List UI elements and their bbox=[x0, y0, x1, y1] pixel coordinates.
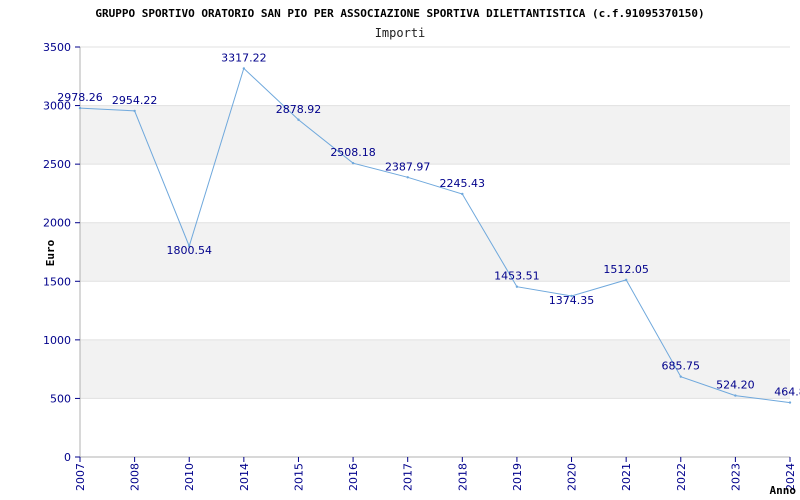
y-tick-label: 500 bbox=[50, 392, 71, 405]
data-point bbox=[297, 118, 300, 121]
data-label: 1512.05 bbox=[603, 263, 649, 276]
data-point bbox=[679, 375, 682, 378]
data-label: 1800.54 bbox=[166, 244, 212, 257]
series-line bbox=[79, 67, 791, 404]
x-tick-label: 2017 bbox=[402, 463, 415, 491]
x-tick-label: 2016 bbox=[347, 463, 360, 491]
y-axis-label: Euro bbox=[44, 239, 57, 266]
y-tick-label: 1500 bbox=[43, 275, 71, 288]
x-tick-label: 2008 bbox=[129, 463, 142, 491]
y-tick-label: 2500 bbox=[43, 158, 71, 171]
chart-title: GRUPPO SPORTIVO ORATORIO SAN PIO PER ASS… bbox=[95, 7, 704, 20]
data-point bbox=[406, 176, 409, 179]
data-label: 2387.97 bbox=[385, 160, 431, 173]
data-label: 1374.35 bbox=[549, 294, 595, 307]
grid-band bbox=[80, 222, 790, 282]
data-point bbox=[788, 401, 792, 404]
data-point bbox=[133, 109, 136, 113]
grid-band bbox=[80, 339, 790, 399]
x-tick-label: 2021 bbox=[620, 463, 633, 491]
data-label: 464.8 bbox=[774, 386, 800, 399]
y-tick-label: 1000 bbox=[43, 334, 71, 347]
data-label: 2508.18 bbox=[330, 146, 376, 159]
x-tick-label: 2019 bbox=[511, 463, 524, 491]
data-label: 2954.22 bbox=[112, 94, 158, 107]
data-labels: 2978.26 2954.22 1800.54 3317.22 2878.92 2508.… bbox=[57, 51, 800, 398]
x-tick-label: 2010 bbox=[183, 463, 196, 491]
data-label: 1453.51 bbox=[494, 270, 540, 283]
y-tick-label: 3000 bbox=[43, 100, 71, 113]
data-point bbox=[351, 161, 355, 165]
x-tick-label: 2014 bbox=[238, 463, 251, 491]
data-label: 2245.43 bbox=[440, 177, 486, 190]
x-tick-label: 2024 bbox=[784, 463, 797, 491]
grid-band bbox=[80, 105, 790, 165]
data-point bbox=[242, 67, 246, 70]
y-tick-label: 3500 bbox=[43, 41, 71, 54]
data-label: 2878.92 bbox=[276, 103, 322, 116]
data-point bbox=[461, 192, 464, 196]
data-point bbox=[78, 106, 82, 110]
data-label: 2978.26 bbox=[57, 91, 103, 104]
data-label: 3317.22 bbox=[221, 51, 267, 64]
x-tick-label: 2022 bbox=[675, 463, 688, 491]
x-axis-label: Anno bbox=[770, 484, 797, 497]
y-tick-label: 0 bbox=[64, 451, 71, 464]
data-label: 524.20 bbox=[716, 379, 755, 392]
x-tick-label: 2018 bbox=[456, 463, 469, 491]
data-point bbox=[515, 285, 519, 288]
chart-subtitle: Importi bbox=[375, 26, 426, 40]
x-tick-label: 2023 bbox=[729, 463, 742, 491]
y-axis-ticks: 0 500 1000 1500 2000 2500 3000 3500 bbox=[43, 41, 80, 464]
series-line-group bbox=[78, 67, 792, 404]
grid-bands bbox=[80, 105, 790, 399]
data-point bbox=[624, 278, 628, 282]
axes bbox=[79, 47, 790, 458]
data-point bbox=[188, 244, 191, 248]
x-tick-label: 2020 bbox=[566, 463, 579, 491]
x-axis-ticks: 2007 2008 2010 2014 2015 2016 2017 2018 2019 2020… bbox=[74, 457, 797, 491]
x-tick-label: 2007 bbox=[74, 463, 87, 491]
data-label: 685.75 bbox=[662, 360, 701, 373]
x-tick-label: 2015 bbox=[292, 463, 305, 491]
data-point bbox=[734, 394, 737, 397]
y-tick-label: 2000 bbox=[43, 217, 71, 230]
data-point bbox=[570, 294, 573, 298]
